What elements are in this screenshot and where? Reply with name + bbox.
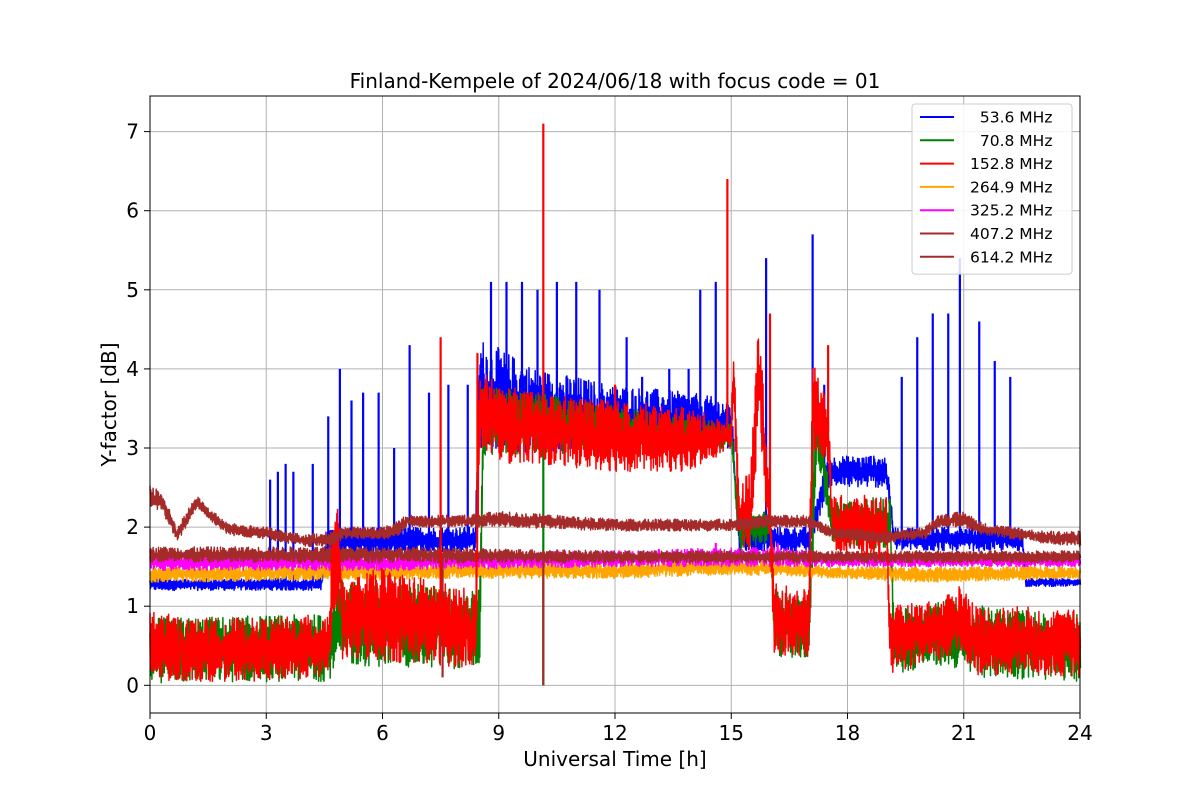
y-tick-label: 2: [126, 515, 139, 539]
legend: 53.6 MHz 70.8 MHz 152.8 MHz 264.9 MHz 325.2…: [911, 103, 1073, 275]
legend-label-407-2: 407.2 MHz: [970, 225, 1052, 243]
y-tick-label: 4: [126, 357, 139, 381]
y-tick-label: 1: [126, 594, 139, 618]
y-tick-label: 6: [126, 199, 139, 223]
series-line-264-9: [149, 558, 1082, 583]
y-axis-label: Y-factor [dB]: [97, 342, 121, 467]
x-tick-label: 15: [719, 721, 744, 745]
legend-box: [911, 103, 1073, 275]
x-tick-label: 12: [602, 721, 627, 745]
y-tick-label: 3: [126, 436, 139, 460]
x-tick-label: 6: [376, 721, 389, 745]
legend-label-70-8: 70.8 MHz: [970, 132, 1052, 150]
y-tick-label: 0: [126, 673, 139, 697]
x-tick-label: 21: [951, 721, 976, 745]
plot-series: [149, 123, 1082, 686]
y-tick-label: 7: [126, 120, 139, 144]
series-line-152-8: [149, 338, 1082, 683]
x-tick-label: 18: [835, 721, 860, 745]
legend-label-264-9: 264.9 MHz: [970, 178, 1052, 196]
legend-label-325-2: 325.2 MHz: [970, 202, 1052, 220]
legend-label-614-2: 614.2 MHz: [970, 248, 1052, 266]
legend-label-152-8: 152.8 MHz: [970, 155, 1052, 173]
x-tick-label: 3: [260, 721, 273, 745]
y-tick-label: 5: [126, 278, 139, 302]
series-line-614-2: [149, 485, 1082, 548]
x-tick-label: 9: [492, 721, 505, 745]
legend-label-53-6: 53.6 MHz: [970, 109, 1052, 127]
chart-title: Finland-Kempele of 2024/06/18 with focus…: [350, 69, 881, 93]
x-tick-label: 24: [1067, 721, 1092, 745]
x-axis-label: Universal Time [h]: [523, 747, 706, 771]
series-line-407-2: [149, 546, 1082, 564]
x-tick-label: 0: [144, 721, 157, 745]
